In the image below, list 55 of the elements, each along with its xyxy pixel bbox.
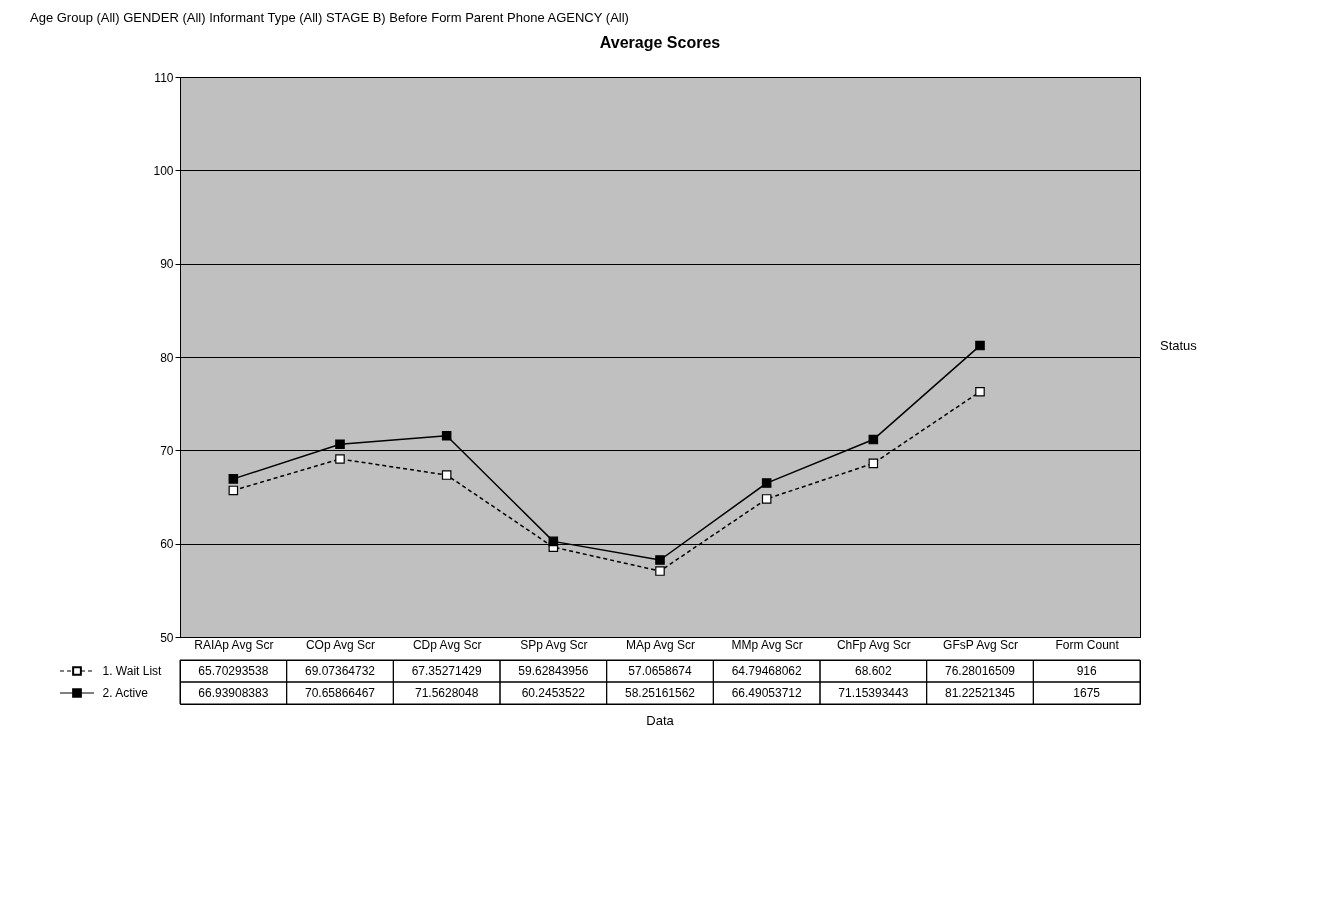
x-tick-label: COp Avg Scr [305,637,376,652]
point [761,494,772,504]
point [868,434,879,445]
x-tick-label: SPp Avg Scr [520,637,588,652]
data-label: 60.2453522 [521,686,586,700]
point [548,536,559,547]
point [975,340,985,351]
text: Data [646,713,675,728]
text: 1675 [1073,686,1101,700]
y-tick-label: 100 [153,163,174,178]
point [228,474,239,484]
point [441,470,452,480]
data-label: 68.602 [854,664,893,678]
data-label: 76.28016509 [944,664,1016,678]
x-tick-label: RAIAp Avg Scr [194,637,274,652]
data-label: 71.15393443 [838,686,909,700]
chart-title: Average Scores [599,34,721,51]
y-tick-label: 60 [160,537,174,552]
data-label: 67.35271429 [411,664,483,678]
y-tick-label: 70 [160,443,174,458]
x-tick-label: Form Count [1055,637,1120,652]
point [441,430,452,441]
text: Age Group (All) GENDER (All) Informant Type (All) STAGE B) Before Form Parent Phone AGENCY (All) [30,10,629,25]
text: 916 [1076,664,1097,678]
data-label: 71.5628048 [414,686,479,700]
x-tick-label: MAp Avg Scr [625,637,696,652]
x-tick-label: GFsP Avg Scr [943,637,1018,652]
point [655,555,665,565]
data-label: 81.22521345 [944,686,1016,700]
legend-label: 2. Active [102,686,149,700]
data-label: 57.0658674 [628,664,693,678]
data-label: 64.79468062 [731,664,803,678]
y-tick-label: 80 [160,350,174,365]
point [655,566,665,576]
x-tick-label: CDp Avg Scr [412,637,482,652]
point [335,439,345,449]
data-label: 59.62843956 [518,664,589,678]
point [335,454,345,464]
data-label: 66.93908383 [198,686,269,700]
x-tick-label: MMp Avg Scr [731,637,803,652]
x-tick-label: ChFp Avg Scr [836,637,911,652]
point [868,458,879,469]
data-label: 65.70293538 [198,664,269,678]
y-tick-label: 90 [160,257,174,272]
point [975,386,985,397]
y-tick-label: 50 [160,630,174,645]
legend-label: 1. Wait List [102,664,163,678]
data-label: 69.07364732 [304,664,376,678]
data-label: 58.25161562 [624,686,696,700]
data-label: 70.65866467 [304,686,376,700]
text: Status [1160,337,1198,353]
y-tick-label: 110 [154,70,174,85]
data-label: 66.49053712 [731,686,803,700]
point [761,478,772,488]
point [228,485,239,496]
